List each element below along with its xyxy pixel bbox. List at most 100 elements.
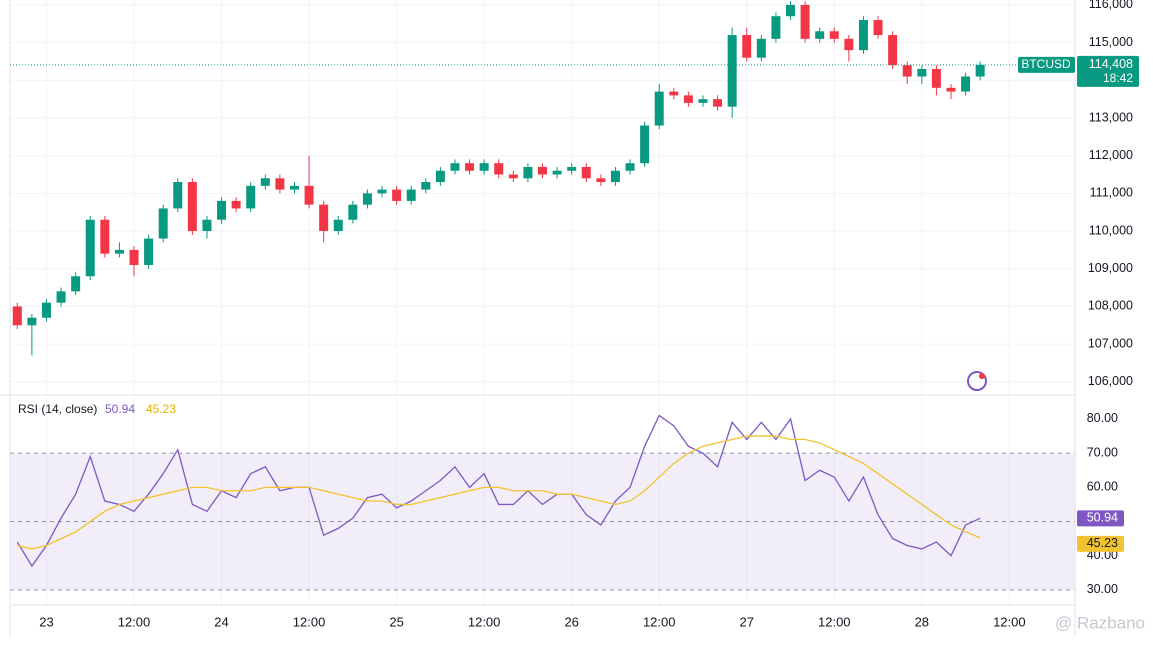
candle-body — [27, 317, 37, 326]
x-tick-label: 12:00 — [643, 614, 676, 629]
y-tick-label: 116,000 — [1089, 0, 1133, 11]
y-tick-label: 107,000 — [1088, 336, 1133, 350]
y-tick-label: 106,000 — [1088, 374, 1133, 388]
y-tick-label: 111,000 — [1090, 186, 1133, 200]
candle-body — [479, 163, 489, 171]
candle-body — [596, 178, 606, 183]
candle-body — [713, 99, 723, 107]
candle-body — [144, 238, 154, 265]
candle-body — [187, 182, 197, 232]
candle-body — [260, 178, 270, 186]
candle-body — [902, 65, 912, 77]
candle-body — [202, 219, 212, 232]
candle-body — [377, 189, 387, 194]
candle-body — [348, 204, 358, 220]
candle-body — [421, 182, 431, 190]
candle-body — [406, 189, 416, 201]
rsi-line — [17, 435, 981, 550]
x-tick-label: 25 — [389, 614, 403, 629]
rsi-value-tag — [1077, 535, 1124, 552]
candle-body — [625, 163, 635, 171]
candle-body — [888, 35, 898, 66]
candle-body — [129, 249, 139, 265]
x-tick-label: 24 — [214, 614, 228, 629]
candle-body — [917, 68, 927, 77]
rsi-tick-label: 30.00 — [1087, 582, 1118, 596]
candle-body — [538, 166, 547, 175]
candle-body — [362, 193, 372, 205]
logo-icon — [967, 371, 987, 391]
candle-body — [742, 35, 752, 58]
price-tag — [1077, 55, 1139, 87]
candle-body — [231, 200, 241, 209]
y-tick-label: 112,000 — [1089, 148, 1133, 162]
x-tick-label: 27 — [740, 614, 754, 629]
candle-body — [246, 185, 256, 209]
x-tick-label: 28 — [915, 614, 929, 629]
candle-body — [815, 31, 825, 39]
candle-body — [56, 291, 66, 303]
rsi-legend-value: 50.94 — [105, 402, 135, 416]
rsi-line — [16, 414, 981, 568]
candle-body — [931, 68, 941, 88]
candle-body — [333, 219, 343, 232]
rsi-tick-label: 80.00 — [1087, 411, 1118, 425]
candle-body — [669, 91, 679, 96]
candle-body — [567, 166, 577, 171]
candle-body — [786, 4, 796, 17]
marks — [10, 1, 1075, 568]
candle-body — [217, 200, 227, 220]
price-label: 114,408 — [1089, 57, 1133, 71]
candle-body — [800, 4, 810, 39]
candle-body — [683, 95, 693, 103]
candle-body — [844, 38, 854, 51]
candle-body — [873, 19, 883, 36]
x-tick-label: 12:00 — [993, 614, 1026, 629]
candle-body — [41, 302, 51, 318]
candle-body — [12, 306, 22, 326]
candle-body — [85, 219, 95, 277]
symbol-tag — [1018, 56, 1075, 73]
y-tick-label: 113,000 — [1089, 110, 1133, 124]
candle-body — [114, 249, 124, 254]
candle-body — [71, 276, 81, 292]
candle-body — [494, 163, 504, 175]
candle-body — [858, 19, 868, 51]
candle-body — [975, 64, 985, 77]
candle-body — [392, 189, 402, 201]
candle-body — [829, 31, 839, 39]
y-tick-label: 115,000 — [1089, 35, 1133, 49]
y-tick-label: 109,000 — [1088, 261, 1133, 275]
candle-body — [961, 76, 971, 92]
candle-body — [698, 99, 708, 103]
candle-body — [610, 170, 620, 183]
candle-body — [289, 185, 299, 190]
candle-body — [581, 166, 591, 179]
rsi-title: RSI (14, close) — [18, 402, 97, 416]
y-tick-label: 108,000 — [1088, 299, 1133, 313]
x-tick-label: 12:00 — [818, 614, 851, 629]
x-tick-label: 23 — [39, 614, 53, 629]
x-tick-label: 12:00 — [118, 614, 151, 629]
candle-body — [946, 87, 956, 92]
candle-body — [275, 178, 285, 190]
candle-body — [435, 170, 445, 183]
countdown-label: 18:42 — [1103, 71, 1133, 85]
rsi-value-tag — [1077, 510, 1124, 527]
candle-body — [654, 91, 664, 126]
x-tick-label: 12:00 — [293, 614, 326, 629]
candle-body — [100, 219, 110, 254]
rsi-value-label: 50.94 — [1087, 511, 1118, 525]
candle-body — [771, 16, 781, 39]
candle-body — [173, 182, 183, 209]
x-tick-label: 12:00 — [468, 614, 501, 629]
candle-body — [756, 38, 766, 58]
rsi-tick-label: 70.00 — [1087, 445, 1118, 459]
candle-body — [465, 163, 475, 171]
symbol-label: BTCUSD — [1021, 57, 1071, 71]
y-tick-label: 110,000 — [1089, 223, 1133, 237]
candle-body — [523, 166, 533, 179]
rsi-band — [10, 453, 1075, 590]
